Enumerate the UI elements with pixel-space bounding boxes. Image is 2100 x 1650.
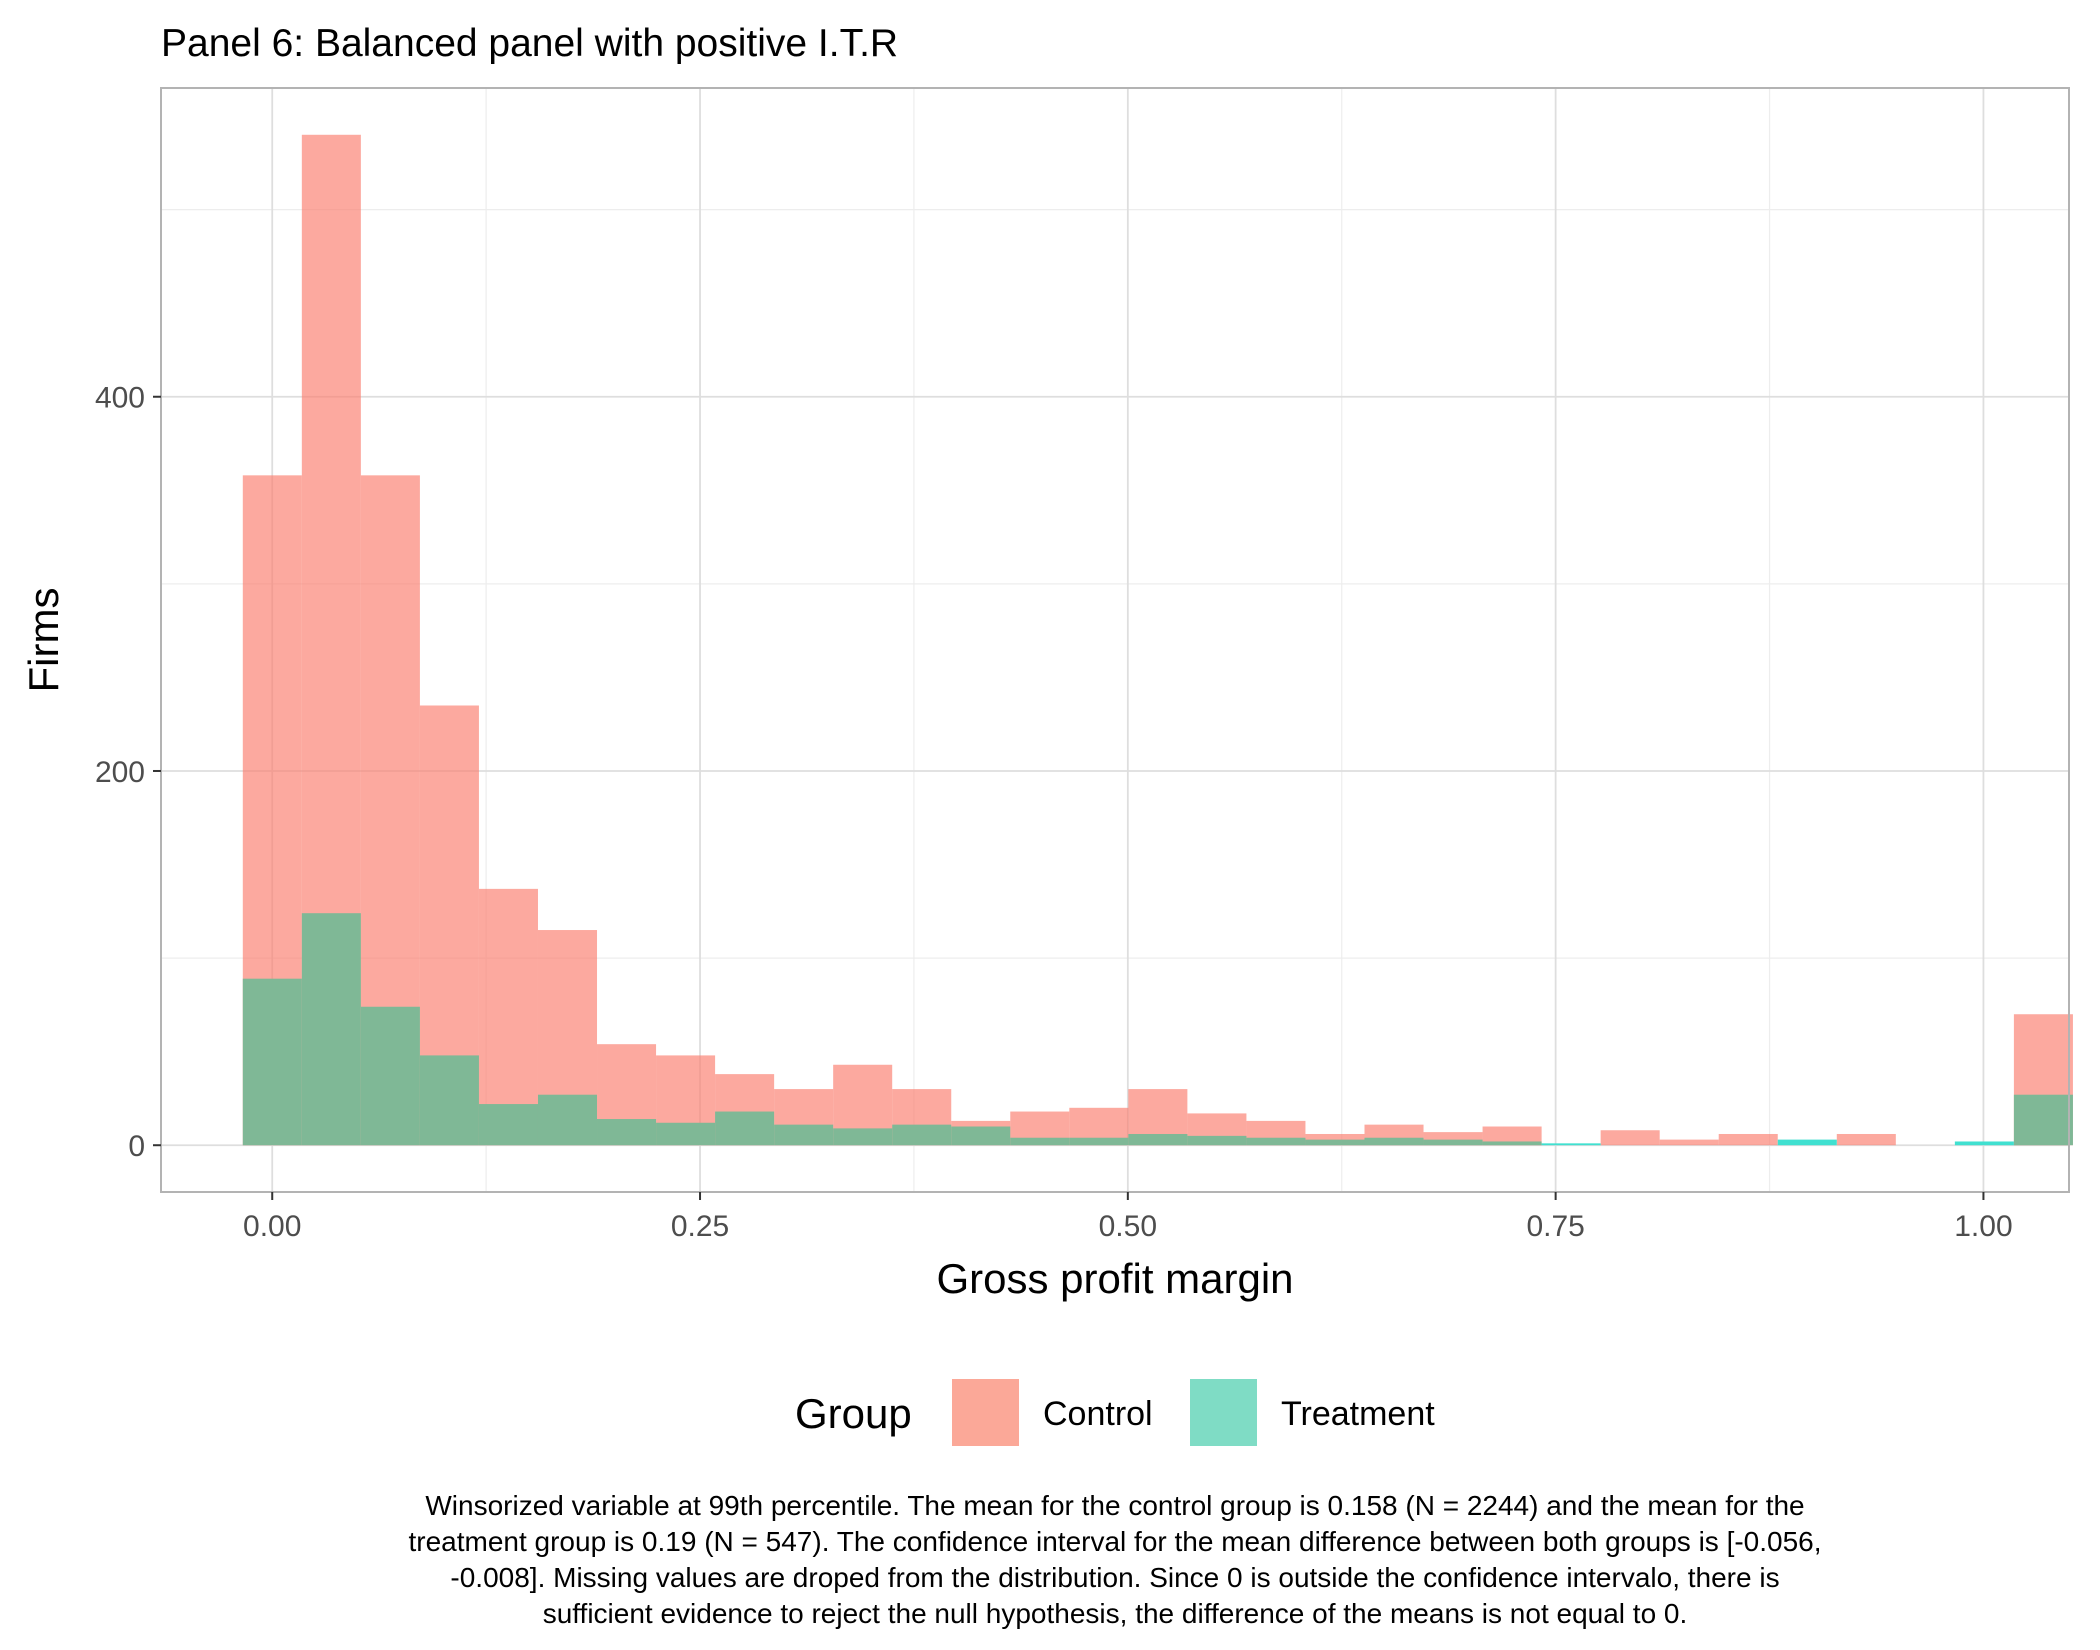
control-bar xyxy=(1836,1133,1896,1146)
treatment-bar xyxy=(301,913,361,1146)
treatment-bar xyxy=(419,1055,479,1146)
treatment-bar xyxy=(1777,1139,1837,1146)
treatment-bar xyxy=(1069,1137,1129,1146)
treatment-bar xyxy=(1541,1143,1601,1146)
x-tick-label: 0.75 xyxy=(1526,1210,1584,1243)
treatment-bar xyxy=(715,1111,775,1146)
treatment-bar xyxy=(1305,1139,1365,1146)
y-tick-label: 400 xyxy=(95,382,145,415)
y-tick-label: 0 xyxy=(128,1130,145,1163)
caption: Winsorized variable at 99th percentile. … xyxy=(408,1490,1821,1629)
treatment-bar xyxy=(478,1104,538,1146)
treatment-bar xyxy=(597,1119,657,1146)
treatment-bar xyxy=(1187,1135,1247,1146)
treatment-bar xyxy=(1423,1139,1483,1146)
legend-title: Group xyxy=(795,1390,912,1437)
caption-line-1: Winsorized variable at 99th percentile. … xyxy=(425,1490,1804,1521)
treatment-bar xyxy=(833,1128,893,1146)
caption-line-4: sufficient evidence to reject the null h… xyxy=(543,1598,1688,1629)
control-bar xyxy=(1305,1133,1365,1146)
y-tick-label: 200 xyxy=(95,756,145,789)
treatment-bar xyxy=(360,1006,420,1146)
control-bar xyxy=(1600,1130,1660,1146)
x-tick-label: 0.50 xyxy=(1099,1210,1157,1243)
treatment-bars xyxy=(242,913,2073,1146)
control-bar xyxy=(478,888,538,1146)
control-bar xyxy=(1482,1126,1542,1146)
treatment-bar xyxy=(1954,1141,2014,1146)
x-tick-label: 0.25 xyxy=(671,1210,729,1243)
treatment-bar xyxy=(1010,1137,1070,1146)
treatment-bar xyxy=(1246,1137,1306,1146)
y-axis-ticks: 0 200 400 xyxy=(95,382,161,1163)
plot-border xyxy=(160,87,2070,1193)
legend-key-treatment xyxy=(1190,1379,1257,1446)
treatment-bar xyxy=(951,1126,1011,1146)
treatment-bar xyxy=(774,1124,834,1146)
x-axis-ticks: 0.00 0.25 0.50 0.75 1.00 xyxy=(243,1192,2013,1243)
x-tick-label: 0.00 xyxy=(243,1210,301,1243)
treatment-bar xyxy=(2013,1094,2073,1146)
treatment-bar xyxy=(656,1122,716,1146)
grid-minor xyxy=(161,88,2069,1192)
y-axis-title: Firms xyxy=(20,588,67,693)
treatment-bar xyxy=(1482,1141,1542,1146)
legend-key-control xyxy=(952,1379,1019,1446)
caption-line-3: -0.008]. Missing values are droped from … xyxy=(450,1562,1779,1593)
treatment-bar xyxy=(892,1124,952,1146)
chart-title: Panel 6: Balanced panel with positive I.… xyxy=(161,22,898,65)
grid-major xyxy=(161,88,2069,1192)
control-bar xyxy=(1659,1139,1719,1146)
x-axis-title: Gross profit margin xyxy=(936,1255,1293,1302)
x-tick-label: 1.00 xyxy=(1954,1210,2012,1243)
caption-line-2: treatment group is 0.19 (N = 547). The c… xyxy=(408,1526,1821,1557)
legend: Group Control Treatment xyxy=(795,1379,1435,1446)
treatment-bar xyxy=(537,1094,598,1146)
treatment-bar xyxy=(1128,1133,1188,1146)
legend-label-control: Control xyxy=(1043,1395,1153,1433)
treatment-bar xyxy=(242,978,302,1146)
control-bar xyxy=(1718,1133,1778,1146)
legend-label-treatment: Treatment xyxy=(1281,1395,1435,1433)
treatment-bar xyxy=(1364,1137,1424,1146)
